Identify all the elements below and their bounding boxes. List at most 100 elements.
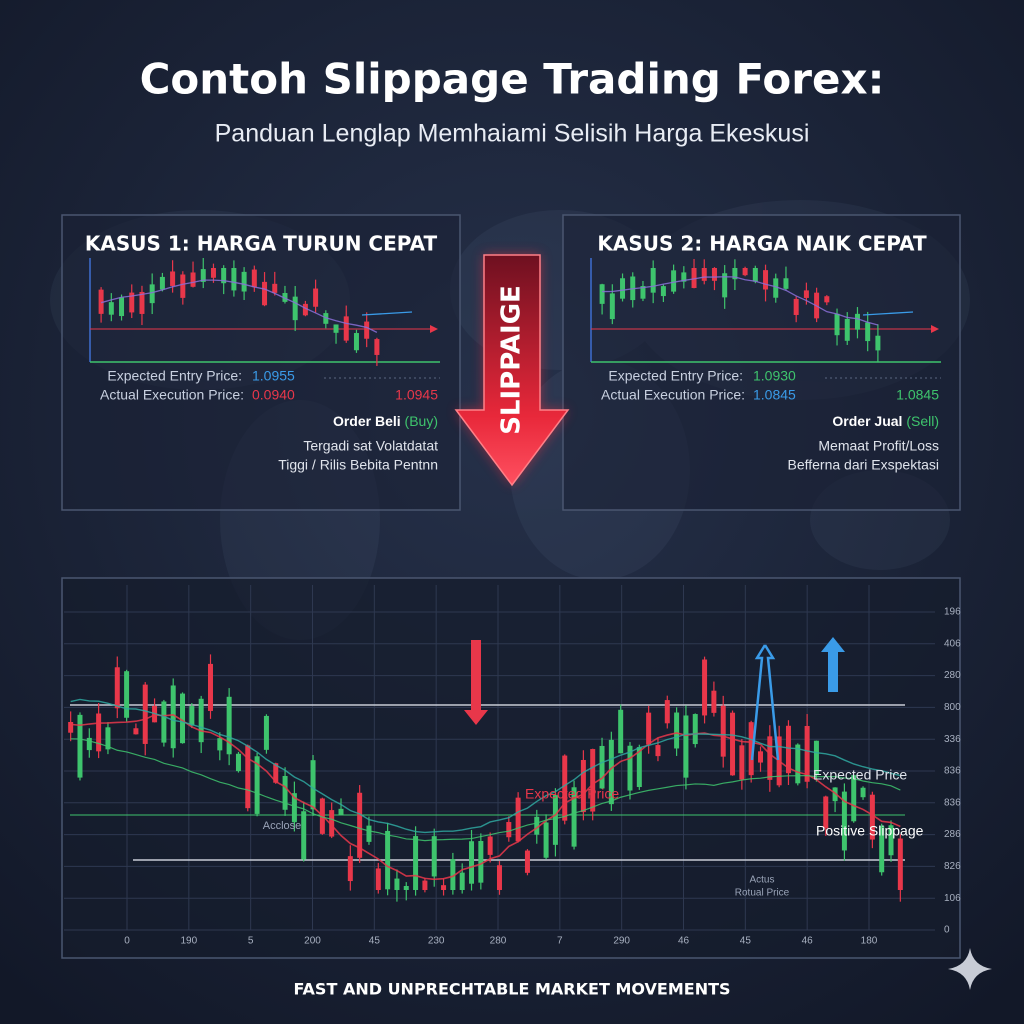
candle-body xyxy=(496,865,502,890)
trend-line xyxy=(100,279,378,333)
candle-body xyxy=(245,745,251,809)
candle-body xyxy=(129,292,135,313)
candle-body xyxy=(758,751,764,763)
candle-body xyxy=(739,745,745,780)
x-label: 290 xyxy=(613,936,630,947)
candle-body xyxy=(608,739,614,805)
candle-body xyxy=(609,293,615,320)
candle-body xyxy=(599,284,605,304)
x-label: 46 xyxy=(802,936,814,947)
value: 1.0945 xyxy=(395,387,438,403)
label: Expected Entry Price: xyxy=(107,368,242,384)
candle-body xyxy=(139,291,145,314)
candle-body xyxy=(149,284,155,304)
sparkle-icon xyxy=(948,948,992,990)
candle-body xyxy=(865,322,871,342)
candle-body xyxy=(674,712,680,749)
y-label: 280 xyxy=(944,670,961,681)
candle-body xyxy=(469,841,475,884)
candle-body xyxy=(854,313,860,330)
candle-body xyxy=(231,268,237,291)
value: 0.0940 xyxy=(252,387,295,403)
candle-body xyxy=(722,273,728,298)
candle-body xyxy=(824,296,830,303)
candle-body xyxy=(618,709,624,754)
candle-body xyxy=(459,872,465,890)
candle-body xyxy=(763,270,769,290)
candle-body xyxy=(68,722,74,733)
candle-body xyxy=(646,712,652,745)
candle-body xyxy=(888,825,894,856)
candle-body xyxy=(343,316,349,341)
candle-body xyxy=(897,838,903,890)
candle-body xyxy=(851,775,857,822)
candle-body xyxy=(263,715,269,750)
candle-body xyxy=(282,293,288,302)
candle-body xyxy=(701,268,707,281)
target-line xyxy=(862,311,914,316)
candle-body xyxy=(119,297,125,317)
candle-body xyxy=(108,302,114,315)
case-title: KASUS 1: HARGA TURUN CEPAT xyxy=(85,232,438,256)
candle-body xyxy=(441,885,447,890)
annotation: Expected Price xyxy=(525,786,619,802)
trend-line xyxy=(602,276,879,326)
annotation: Acclose xyxy=(263,820,302,832)
candle-body xyxy=(375,868,381,890)
y-label: 836 xyxy=(944,797,961,808)
x-label: 7 xyxy=(557,936,563,947)
x-label: 190 xyxy=(180,936,197,947)
candle-body xyxy=(431,836,437,877)
y-label: 826 xyxy=(944,861,961,872)
candle-body xyxy=(478,840,484,883)
x-label: 45 xyxy=(740,936,752,947)
annotation: Actus xyxy=(749,875,774,886)
y-label: 836 xyxy=(944,766,961,777)
candle-body xyxy=(272,283,278,293)
y-label: 336 xyxy=(944,734,961,745)
note: Tergadi sat Volatdatat xyxy=(303,438,438,454)
candle-body xyxy=(590,749,596,812)
candle-body xyxy=(813,740,819,776)
candle-body xyxy=(487,836,493,855)
candle-body xyxy=(302,303,308,316)
candle-body xyxy=(98,289,104,314)
candle-body xyxy=(620,278,626,299)
x-label: 200 xyxy=(304,936,321,947)
annotation: Rotual Price xyxy=(735,888,790,899)
candle-body xyxy=(692,714,698,745)
value: 1.0930 xyxy=(753,368,796,384)
footer: FAST AND UNPRECHTABLE MARKET MOVEMENTS xyxy=(293,980,730,999)
candle-body xyxy=(660,286,666,297)
candle-body xyxy=(803,290,809,298)
candle-body xyxy=(159,276,165,290)
slippage-arrow xyxy=(454,254,570,487)
candle-body xyxy=(640,286,646,299)
candle-body xyxy=(834,313,840,336)
candle-body xyxy=(879,825,885,873)
candle-body xyxy=(254,756,260,814)
candle-body xyxy=(844,318,850,341)
candle-body xyxy=(105,727,111,750)
candle-body xyxy=(599,745,605,789)
candle-body xyxy=(671,270,677,292)
candle-body xyxy=(200,269,206,282)
candle-body xyxy=(96,713,102,752)
candle-body xyxy=(860,787,866,798)
y-label: 196 xyxy=(944,607,961,618)
candle-body xyxy=(180,693,186,744)
candle-body xyxy=(748,722,754,776)
candle-body xyxy=(627,745,633,791)
candle-body xyxy=(783,278,789,289)
annotation: Positive Slippage xyxy=(816,823,924,839)
candle-body xyxy=(394,878,400,890)
up-arrow xyxy=(821,637,845,692)
candle-body xyxy=(291,793,297,823)
candle-body xyxy=(524,850,530,873)
candle-body xyxy=(832,787,838,802)
candle-body xyxy=(313,288,319,307)
candle-body xyxy=(226,696,232,755)
candle-body xyxy=(543,822,549,858)
candle-body xyxy=(170,685,176,749)
candle-body xyxy=(353,333,359,351)
